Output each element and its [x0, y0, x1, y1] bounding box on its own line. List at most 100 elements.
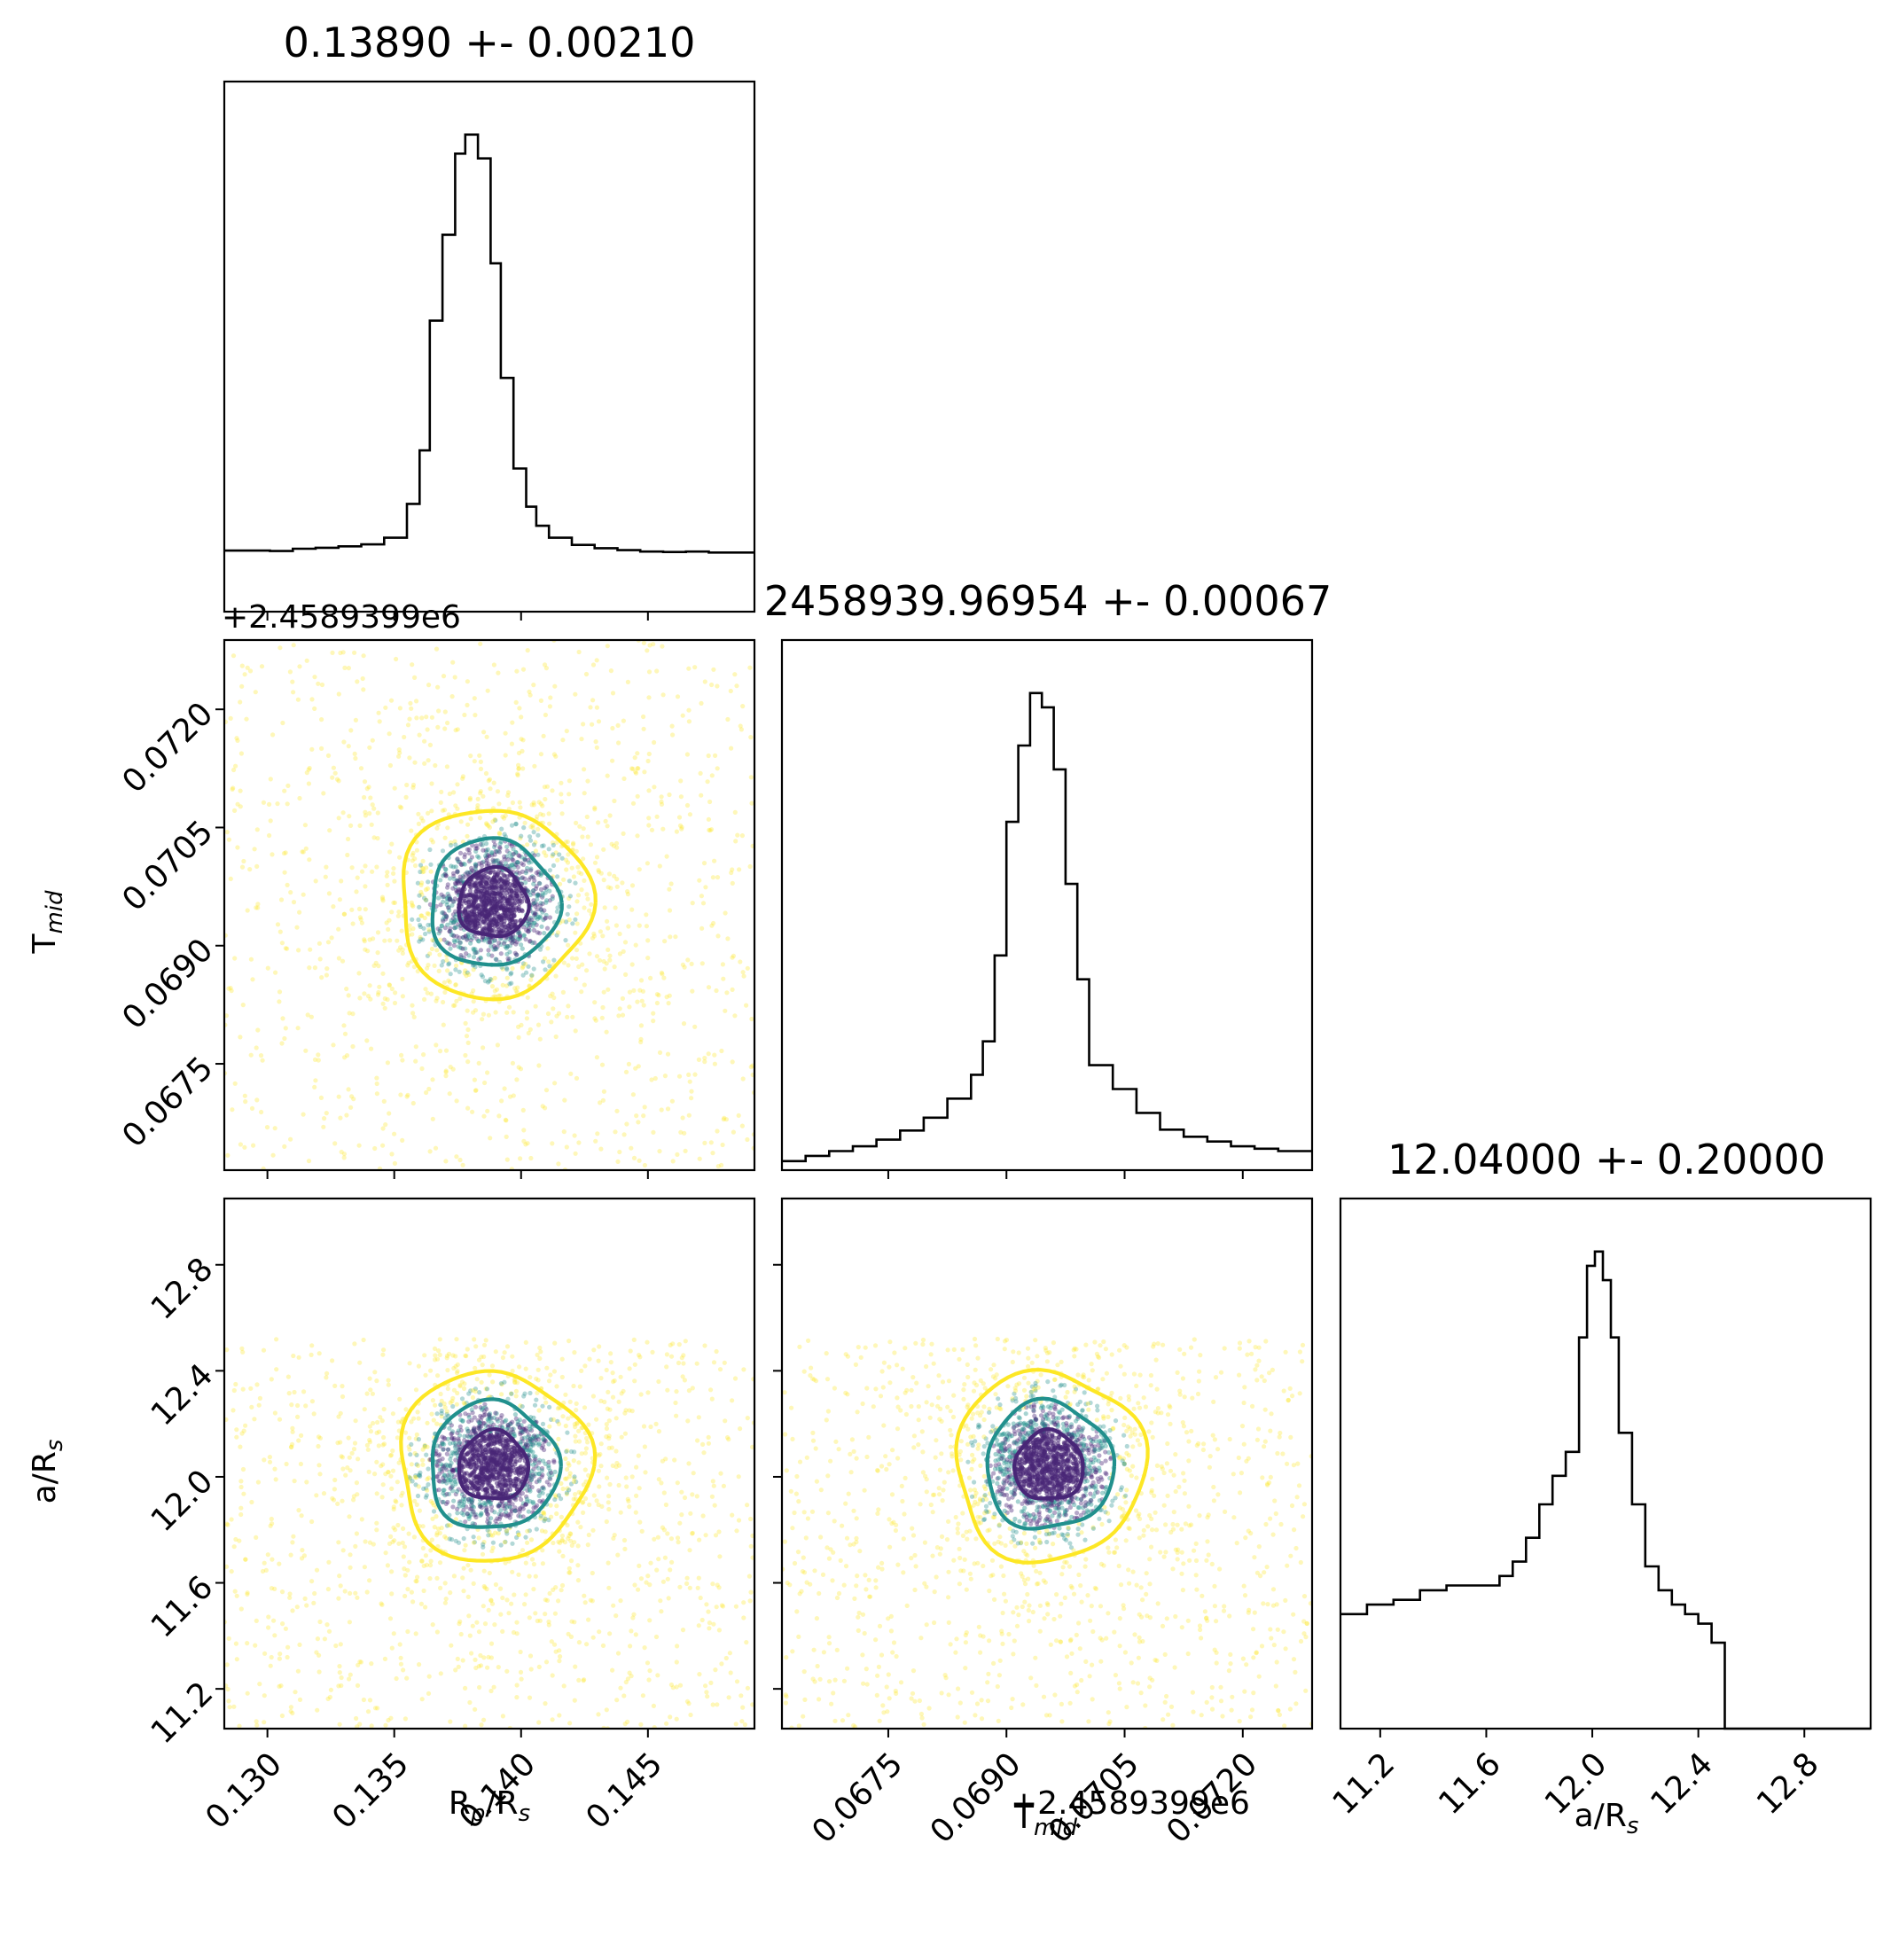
- scatter-point: [547, 898, 553, 903]
- scatter-point: [443, 917, 449, 922]
- scatter-point: [357, 1659, 363, 1665]
- scatter-point: [449, 1399, 455, 1404]
- scatter-point: [498, 1586, 504, 1591]
- scatter-point: [531, 898, 536, 903]
- scatter-point: [487, 1416, 493, 1421]
- scatter-point: [451, 1365, 457, 1371]
- scatter-point: [496, 1113, 502, 1119]
- scatter-point: [543, 967, 548, 972]
- scatter-point: [397, 855, 402, 860]
- scatter-point: [395, 1435, 400, 1441]
- scatter-point: [472, 1426, 477, 1432]
- scatter-point: [528, 1488, 533, 1494]
- scatter-point: [536, 1493, 542, 1498]
- scatter-point: [414, 1452, 419, 1457]
- scatter-point: [538, 1349, 543, 1355]
- scatter-point: [546, 1465, 551, 1471]
- scatter-point: [592, 805, 598, 810]
- scatter-point: [504, 975, 510, 980]
- scatter-point: [526, 925, 531, 931]
- scatter-point: [426, 1475, 432, 1480]
- scatter-point: [474, 1377, 480, 1382]
- scatter-point: [517, 933, 523, 938]
- scatter-point: [288, 1708, 293, 1714]
- scatter-point: [279, 1713, 285, 1719]
- scatter-point: [465, 1426, 470, 1432]
- scatter-point: [520, 1436, 525, 1441]
- scatter-point: [261, 800, 266, 805]
- scatter-point: [567, 1339, 572, 1344]
- scatter-point: [540, 1510, 546, 1516]
- scatter-point: [396, 1460, 402, 1465]
- scatter-point: [629, 883, 636, 888]
- scatter-point: [642, 1444, 648, 1449]
- scatter-point: [492, 858, 497, 863]
- scatter-point: [482, 1402, 488, 1407]
- scatter-point: [424, 897, 429, 903]
- scatter-point: [446, 905, 451, 910]
- scatter-point: [627, 1670, 632, 1675]
- scatter-point: [388, 1715, 394, 1721]
- scatter-point: [426, 963, 431, 968]
- scatter-point: [391, 866, 396, 871]
- scatter-point: [525, 648, 530, 653]
- scatter-point: [312, 675, 317, 680]
- scatter-point: [505, 1478, 511, 1483]
- scatter-point: [540, 1490, 545, 1495]
- scatter-point: [375, 950, 380, 956]
- scatter-point: [591, 933, 598, 939]
- scatter-point: [507, 1498, 513, 1503]
- scatter-point: [635, 833, 640, 839]
- scatter-point: [410, 932, 415, 937]
- scatter-point: [646, 751, 652, 757]
- scatter-point: [272, 1633, 277, 1638]
- scatter-point: [584, 1642, 590, 1647]
- scatter-point: [584, 814, 590, 820]
- scatter-point: [575, 893, 582, 898]
- scatter-point: [415, 1493, 421, 1499]
- scatter-point: [523, 1560, 528, 1566]
- scatter-point: [604, 1367, 609, 1373]
- scatter-point: [566, 1535, 571, 1542]
- scatter-point: [483, 855, 489, 861]
- scatter-point: [303, 846, 309, 851]
- scatter-point: [457, 1621, 462, 1627]
- scatter-point: [542, 1519, 547, 1524]
- scatter-point: [284, 1461, 289, 1467]
- scatter-point: [702, 679, 707, 684]
- scatter-point: [420, 937, 426, 942]
- scatter-point: [478, 1663, 484, 1668]
- scatter-point: [411, 964, 417, 970]
- scatter-point: [479, 1379, 484, 1385]
- scatter-point: [528, 1499, 533, 1504]
- scatter-point: [696, 1057, 702, 1062]
- scatter-point: [495, 858, 500, 863]
- scatter-point: [470, 935, 475, 941]
- scatter-point: [610, 1394, 616, 1400]
- scatter-point: [511, 857, 516, 863]
- scatter-point: [352, 751, 357, 757]
- scatter-point: [447, 1536, 452, 1542]
- scatter-point: [528, 1480, 533, 1486]
- contour-3-sigma: [402, 808, 598, 1002]
- scatter-point: [387, 1453, 394, 1458]
- scatter-point: [646, 695, 652, 700]
- scatter-point: [357, 1360, 363, 1365]
- scatter-point: [453, 1491, 458, 1497]
- scatter-point: [522, 1391, 528, 1396]
- scatter-point: [465, 1040, 471, 1045]
- scatter-point: [337, 897, 342, 902]
- scatter-point: [325, 940, 332, 945]
- scatter-point: [486, 1012, 492, 1018]
- scatter-point: [347, 1514, 352, 1519]
- scatter-point: [696, 1575, 701, 1581]
- scatter-point: [438, 937, 443, 942]
- scatter-point: [702, 1055, 707, 1061]
- scatter-point: [488, 1433, 494, 1438]
- scatter-point: [453, 1667, 458, 1673]
- scatter-point: [450, 933, 456, 938]
- scatter-point: [229, 988, 234, 994]
- scatter-point: [419, 1558, 425, 1564]
- scatter-point: [463, 1685, 468, 1691]
- scatter-point: [466, 850, 472, 856]
